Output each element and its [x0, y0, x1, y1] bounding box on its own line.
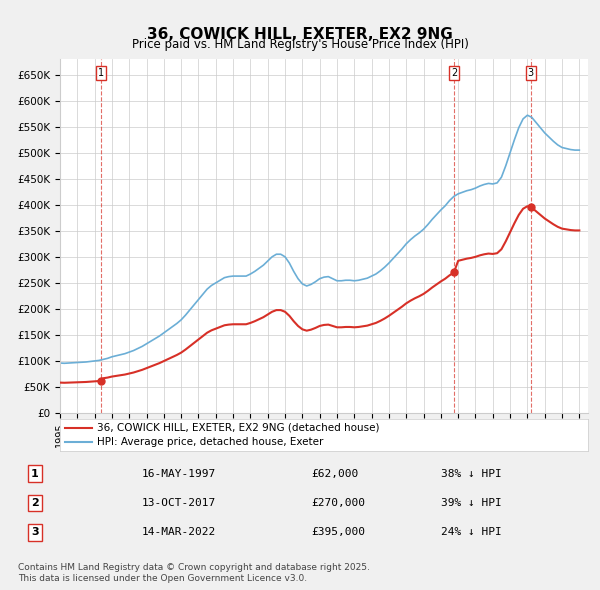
- Text: 24% ↓ HPI: 24% ↓ HPI: [441, 527, 502, 537]
- Text: 2: 2: [31, 498, 39, 508]
- Text: 1: 1: [98, 68, 104, 78]
- Text: Contains HM Land Registry data © Crown copyright and database right 2025.
This d: Contains HM Land Registry data © Crown c…: [18, 563, 370, 583]
- Text: 3: 3: [31, 527, 39, 537]
- Text: 16-MAY-1997: 16-MAY-1997: [142, 468, 217, 478]
- Text: 38% ↓ HPI: 38% ↓ HPI: [441, 468, 502, 478]
- Text: £62,000: £62,000: [311, 468, 359, 478]
- Text: 36, COWICK HILL, EXETER, EX2 9NG (detached house): 36, COWICK HILL, EXETER, EX2 9NG (detach…: [97, 423, 379, 433]
- Text: 3: 3: [528, 68, 534, 78]
- Text: £270,000: £270,000: [311, 498, 365, 508]
- Text: Price paid vs. HM Land Registry's House Price Index (HPI): Price paid vs. HM Land Registry's House …: [131, 38, 469, 51]
- Text: HPI: Average price, detached house, Exeter: HPI: Average price, detached house, Exet…: [97, 437, 323, 447]
- Text: 36, COWICK HILL, EXETER, EX2 9NG: 36, COWICK HILL, EXETER, EX2 9NG: [147, 27, 453, 41]
- Text: 39% ↓ HPI: 39% ↓ HPI: [441, 498, 502, 508]
- Text: 2: 2: [451, 68, 457, 78]
- Text: £395,000: £395,000: [311, 527, 365, 537]
- Text: 1: 1: [31, 468, 39, 478]
- Text: 14-MAR-2022: 14-MAR-2022: [142, 527, 217, 537]
- Text: 13-OCT-2017: 13-OCT-2017: [142, 498, 217, 508]
